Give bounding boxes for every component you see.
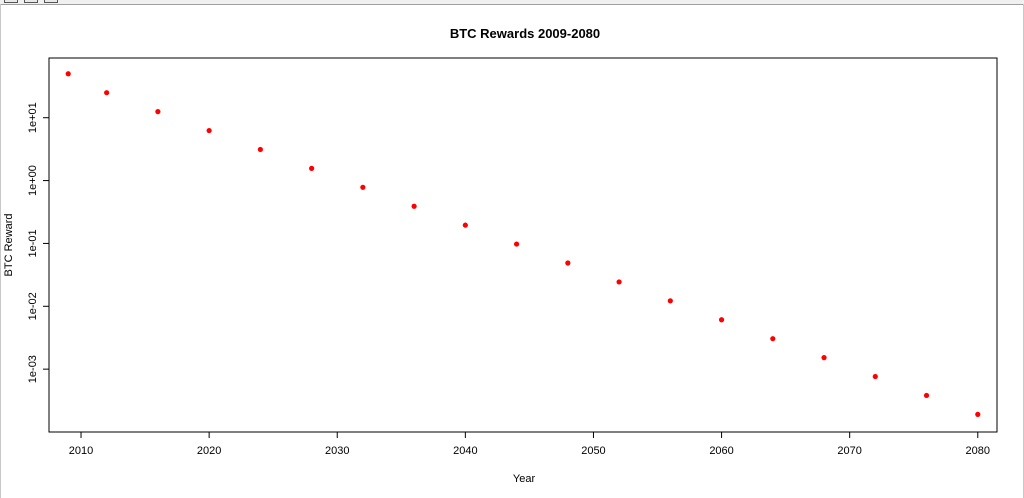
plot-area: [48, 57, 998, 433]
x-tick-label: 2010: [69, 445, 93, 457]
data-points: [65, 71, 981, 417]
data-point: [667, 298, 673, 304]
data-point: [718, 317, 725, 323]
data-point: [65, 71, 71, 77]
data-point: [462, 222, 468, 228]
data-point: [923, 392, 930, 399]
chart-title: BTC Rewards 2009-2080: [450, 26, 600, 41]
data-point: [360, 184, 366, 190]
x-tick-label: 2030: [325, 445, 349, 457]
data-point: [411, 203, 417, 209]
data-point: [309, 165, 315, 171]
data-point: [104, 90, 110, 96]
y-tick-label: 1e-03: [27, 355, 39, 383]
x-tick-label: 2040: [453, 445, 477, 457]
window-button-1[interactable]: [4, 0, 18, 3]
x-tick-label: 2050: [581, 445, 605, 457]
data-point: [770, 336, 776, 342]
data-point: [821, 355, 827, 361]
data-point: [257, 146, 263, 153]
y-tick-label: 1e-01: [27, 229, 39, 257]
data-point: [616, 279, 622, 285]
x-tick-label: 2070: [837, 445, 861, 457]
y-axis-label: BTC Reward: [3, 214, 15, 277]
y-tick-label: 1e+00: [27, 165, 39, 196]
y-tick-label: 1e-02: [27, 292, 39, 320]
y-tick-label: 1e+01: [27, 102, 39, 133]
data-point: [206, 127, 212, 134]
data-point: [975, 411, 981, 417]
y-axis: 1e-03 1e-02 1e-01 1e+00 1e+01: [27, 102, 49, 383]
data-point: [155, 109, 161, 115]
x-axis-label: Year: [513, 473, 536, 485]
x-tick-label: 2060: [709, 445, 733, 457]
data-point: [872, 373, 878, 380]
data-point: [513, 241, 520, 247]
data-point: [565, 260, 571, 266]
window-frame-left: [0, 4, 1, 498]
window-button-3[interactable]: [44, 0, 58, 3]
window-button-2[interactable]: [24, 0, 38, 3]
x-tick-label: 2020: [197, 445, 221, 457]
x-tick-label: 2080: [966, 445, 990, 457]
x-axis: 2010 2020 2030 2040 2050 2060 2070 2080: [69, 432, 990, 457]
window-titlebar: [0, 0, 1024, 5]
